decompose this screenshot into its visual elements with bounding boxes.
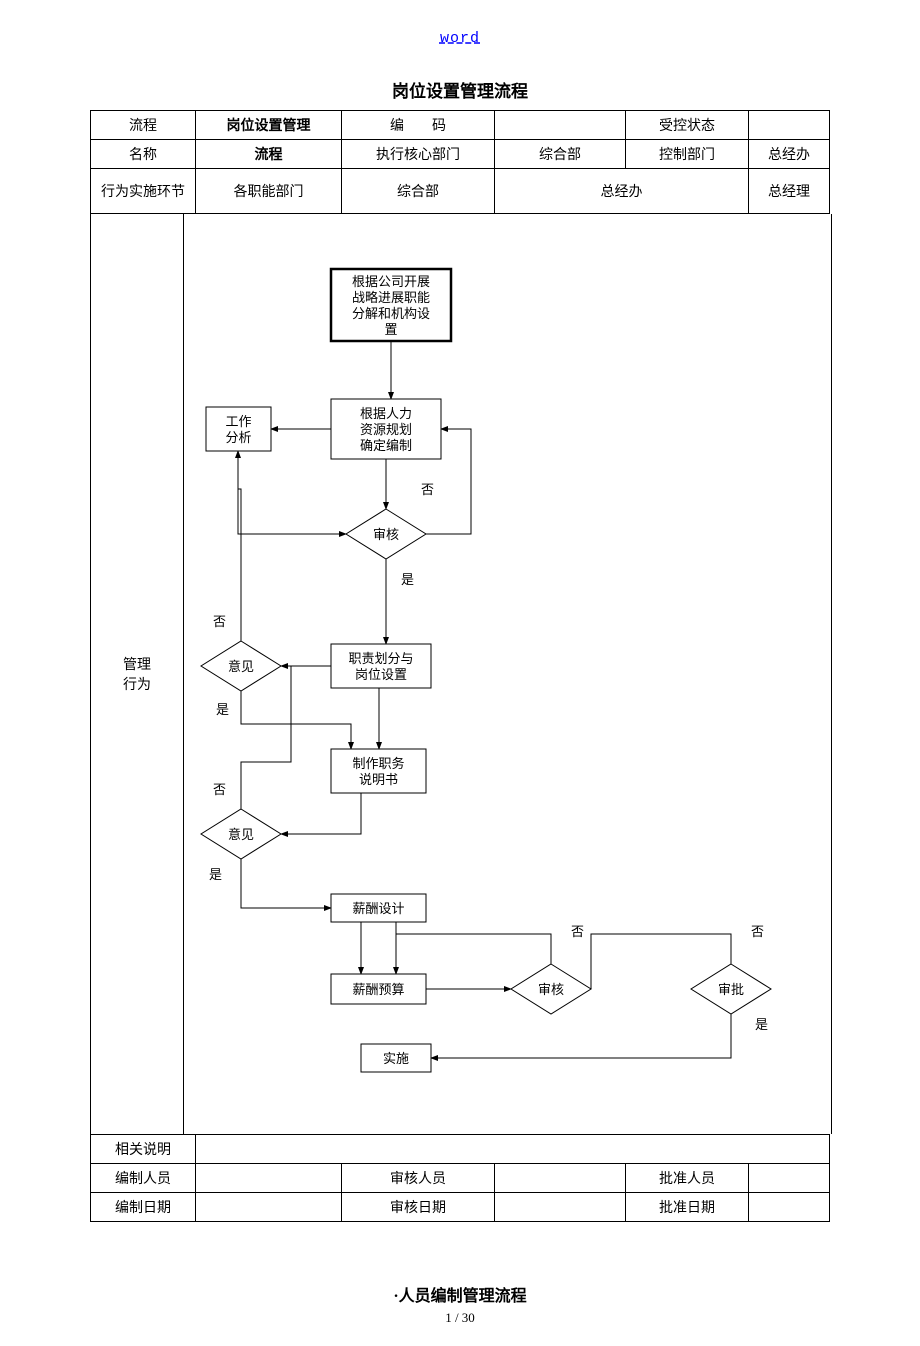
- svg-text:否: 否: [751, 924, 764, 939]
- svg-text:职责划分与: 职责划分与: [348, 651, 413, 666]
- svg-text:是: 是: [755, 1017, 768, 1032]
- cell: 受控状态: [626, 111, 749, 140]
- svg-text:说明书: 说明书: [359, 772, 398, 787]
- cell: 名称: [91, 140, 196, 169]
- cell: [495, 1164, 626, 1193]
- cell: 审核日期: [342, 1193, 495, 1222]
- cell: [749, 111, 830, 140]
- svg-text:审核: 审核: [373, 527, 399, 542]
- svg-text:是: 是: [216, 702, 229, 717]
- header-table: 流程 岗位设置管理 编 码 受控状态 名称 流程 执行核心部门 综合部 控制部门…: [90, 110, 830, 214]
- doc-title: 岗位设置管理流程: [90, 77, 830, 102]
- svg-text:资源规划: 资源规划: [360, 422, 412, 437]
- next-title: ·人员编制管理流程: [90, 1282, 830, 1306]
- header-word: word: [90, 30, 830, 47]
- cell: 总经理: [749, 169, 830, 214]
- cell: [495, 111, 626, 140]
- table-row: 名称 流程 执行核心部门 综合部 控制部门 总经办: [91, 140, 830, 169]
- cell: 岗位设置管理: [196, 111, 342, 140]
- cell: 总经办: [495, 169, 749, 214]
- page: word 岗位设置管理流程 流程 岗位设置管理 编 码 受控状态 名称 流程 执…: [0, 0, 920, 1346]
- svg-text:制作职务: 制作职务: [352, 756, 404, 771]
- cell: 流程: [91, 111, 196, 140]
- cell: 审核人员: [342, 1164, 495, 1193]
- svg-text:根据公司开展: 根据公司开展: [352, 274, 430, 289]
- cell: 编制人员: [91, 1164, 196, 1193]
- cell: 控制部门: [626, 140, 749, 169]
- cell: 批准日期: [626, 1193, 749, 1222]
- svg-text:薪酬设计: 薪酬设计: [352, 901, 404, 916]
- table-row: 相关说明: [91, 1135, 830, 1164]
- cell: [749, 1164, 830, 1193]
- svg-text:确定编制: 确定编制: [360, 438, 412, 453]
- table-row: 编制日期 审核日期 批准日期: [91, 1193, 830, 1222]
- svg-text:是: 是: [209, 867, 222, 882]
- cell: 执行核心部门: [342, 140, 495, 169]
- cell: 总经办: [749, 140, 830, 169]
- svg-text:薪酬预算: 薪酬预算: [352, 982, 404, 997]
- svg-text:否: 否: [213, 614, 226, 629]
- cell: 行为实施环节: [91, 169, 196, 214]
- cell: [196, 1135, 830, 1164]
- svg-text:分析: 分析: [225, 430, 251, 445]
- cell: [495, 1193, 626, 1222]
- page-number: 1 / 30: [90, 1310, 830, 1326]
- footer-table: 相关说明 编制人员 审核人员 批准人员 编制日期 审核日期 批准日期: [90, 1134, 830, 1222]
- table-row: 流程 岗位设置管理 编 码 受控状态: [91, 111, 830, 140]
- cell: 综合部: [495, 140, 626, 169]
- cell: 流程: [196, 140, 342, 169]
- cell: 编 码: [342, 111, 495, 140]
- cell: 各职能部门: [196, 169, 342, 214]
- table-row: 行为实施环节 各职能部门 综合部 总经办 总经理: [91, 169, 830, 214]
- cell: [749, 1193, 830, 1222]
- flowchart-svg: 否是否是否是否否是根据公司开展战略进展职能分解和机构设置根据人力资源规划确定编制…: [91, 214, 831, 1134]
- svg-text:否: 否: [421, 482, 434, 497]
- svg-text:岗位设置: 岗位设置: [355, 667, 407, 682]
- cell: 批准人员: [626, 1164, 749, 1193]
- svg-text:审批: 审批: [718, 982, 744, 997]
- svg-text:战略进展职能: 战略进展职能: [352, 290, 430, 305]
- cell: [196, 1164, 342, 1193]
- table-row: 编制人员 审核人员 批准人员: [91, 1164, 830, 1193]
- cell: 编制日期: [91, 1193, 196, 1222]
- svg-text:置: 置: [384, 322, 397, 337]
- cell: [196, 1193, 342, 1222]
- svg-text:工作: 工作: [225, 414, 251, 429]
- svg-text:意见: 意见: [228, 827, 254, 842]
- svg-text:实施: 实施: [383, 1051, 409, 1066]
- cell: 综合部: [342, 169, 495, 214]
- svg-text:根据人力: 根据人力: [360, 406, 412, 421]
- svg-text:分解和机构设: 分解和机构设: [352, 306, 430, 321]
- svg-text:是: 是: [401, 572, 414, 587]
- svg-text:否: 否: [213, 782, 226, 797]
- cell: 相关说明: [91, 1135, 196, 1164]
- svg-text:意见: 意见: [228, 659, 254, 674]
- svg-text:否: 否: [571, 924, 584, 939]
- svg-text:审核: 审核: [538, 982, 564, 997]
- flowchart-area: 管理行为 否是否是否是否否是根据公司开展战略进展职能分解和机构设置根据人力资源规…: [90, 214, 832, 1134]
